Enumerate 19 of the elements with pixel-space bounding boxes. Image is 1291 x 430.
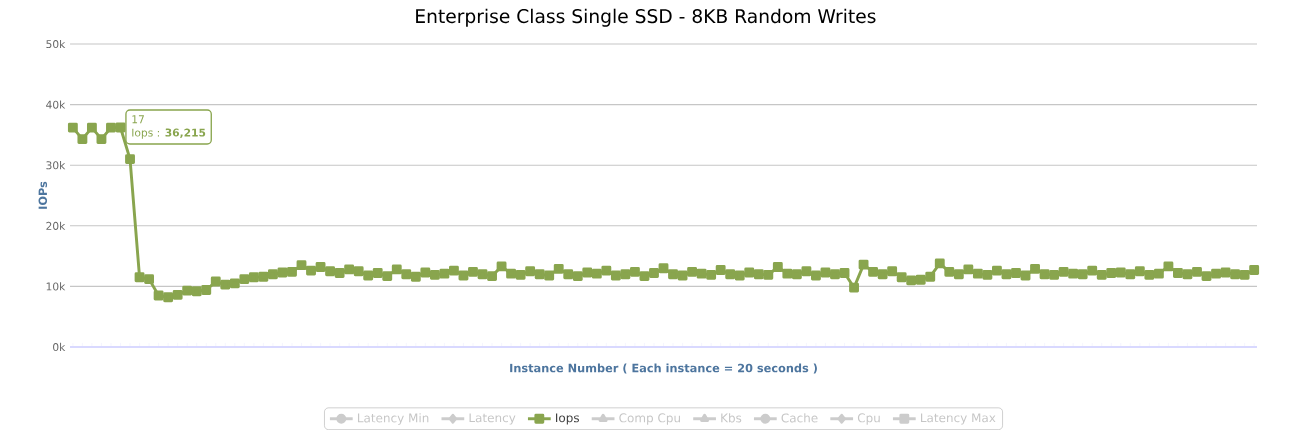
legend-label: Latency Max — [921, 413, 996, 425]
x-axis-title: Instance Number ( Each instance = 20 seconds ) — [510, 363, 817, 374]
y-tick-label: 40k — [46, 100, 66, 109]
legend-label: Cpu — [857, 413, 880, 425]
y-tick-label: 30k — [46, 161, 66, 170]
legend-label: Cache — [781, 413, 818, 423]
y-tick-label: 50k — [46, 39, 66, 49]
y-tick-label: 0k — [53, 342, 66, 352]
y-tick-label: 10k — [46, 282, 66, 291]
legend-label: Latency — [469, 413, 516, 425]
y-axis-title: IOPs — [38, 181, 48, 209]
legend-label: Latency Min — [357, 413, 429, 425]
legend-label: Kbs — [721, 413, 742, 423]
annotation: 17 — [132, 115, 144, 124]
chart-title: Enterprise Class Single SSD - 8KB Random Writes — [416, 8, 876, 27]
annotation: Iops : 36,215 — [132, 128, 206, 139]
y-tick-label: 20k — [46, 221, 66, 230]
legend-label: Comp Cpu — [619, 413, 680, 425]
legend-label: Iops — [556, 413, 580, 425]
